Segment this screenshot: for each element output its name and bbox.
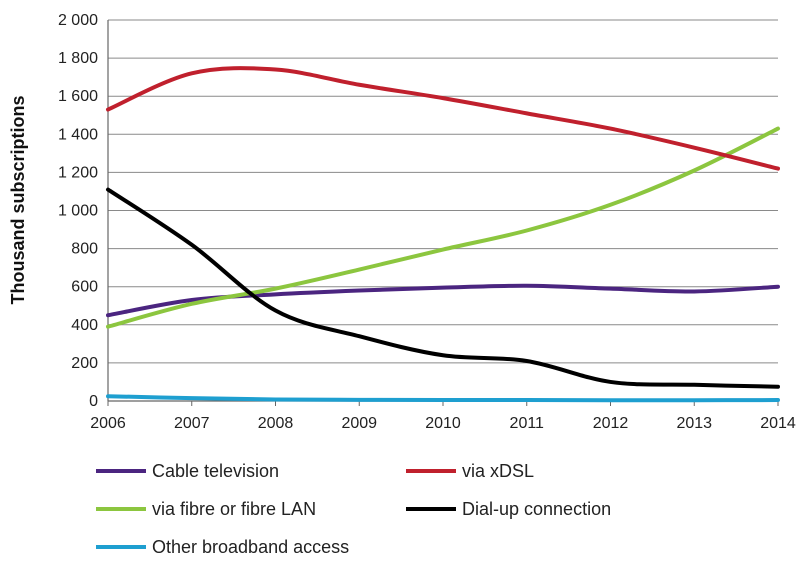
legend-item: Cable television bbox=[96, 461, 406, 482]
legend-item: Dial-up connection bbox=[406, 499, 716, 520]
x-tick-label: 2014 bbox=[760, 415, 796, 432]
legend-swatch bbox=[96, 507, 146, 511]
x-tick-label: 2013 bbox=[676, 415, 712, 432]
legend-label: via xDSL bbox=[462, 460, 535, 481]
line-chart: 0 200 400 600 800 1 000 1 200 1 400 1 600 1 800 2 … bbox=[8, 12, 796, 432]
x-tick-label: 2008 bbox=[258, 415, 294, 432]
y-tick-label: 0 bbox=[89, 393, 98, 410]
series-line-via-fibre-or-fibre-lan bbox=[106, 126, 780, 329]
grid-lines bbox=[108, 19, 778, 364]
y-tick-label: 1 600 bbox=[58, 88, 98, 105]
x-tick-label: 2011 bbox=[510, 415, 545, 432]
y-tick-label: 1 200 bbox=[58, 164, 98, 181]
y-tick-label: 800 bbox=[71, 241, 98, 258]
y-tick-label: 200 bbox=[71, 355, 98, 372]
legend-item: Other broadband access bbox=[96, 537, 406, 558]
legend-row: via fibre or fibre LAN Dial-up connection bbox=[96, 490, 736, 528]
x-tick-label: 2007 bbox=[174, 415, 210, 432]
series-lines bbox=[106, 66, 780, 403]
legend-item: via xDSL bbox=[406, 461, 716, 482]
legend-label: Cable television bbox=[152, 460, 280, 481]
y-tick-label: 600 bbox=[71, 279, 98, 296]
legend-row: Other broadband access bbox=[96, 528, 736, 566]
x-tick-label: 2006 bbox=[90, 415, 126, 432]
y-tick-label: 1 000 bbox=[58, 203, 98, 220]
y-tick-label: 1 400 bbox=[58, 126, 98, 143]
axes bbox=[107, 20, 779, 406]
y-tick-label: 400 bbox=[71, 317, 98, 334]
legend-label: Dial-up connection bbox=[462, 498, 612, 519]
legend-item: via fibre or fibre LAN bbox=[96, 499, 406, 520]
legend-swatch bbox=[96, 545, 146, 549]
y-tick-label: 1 800 bbox=[58, 50, 98, 67]
chart-legend: Cable television via xDSL via fibre or fib… bbox=[96, 452, 736, 566]
y-tick-labels: 0 200 400 600 800 1 000 1 200 1 400 1 600 1 800 2 … bbox=[58, 12, 98, 410]
y-tick-label: 2 000 bbox=[58, 12, 98, 29]
x-tick-labels: 2006 2007 2008 2009 2010 2011 2012 2013 2014 bbox=[90, 415, 796, 432]
y-axis-title: Thousand subscriptions bbox=[8, 95, 28, 304]
legend-swatch bbox=[406, 469, 456, 473]
legend-swatch bbox=[406, 507, 456, 511]
x-tick-label: 2012 bbox=[593, 415, 629, 432]
legend-label: Other broadband access bbox=[152, 536, 350, 557]
x-tick-label: 2009 bbox=[341, 415, 377, 432]
legend-swatch bbox=[96, 469, 146, 473]
x-tick-label: 2010 bbox=[425, 415, 461, 432]
series-line-dial-up-connection bbox=[106, 187, 780, 389]
series-line-other-broadband-access bbox=[106, 394, 780, 403]
legend-label: via fibre or fibre LAN bbox=[152, 498, 317, 519]
series-line-via-xdsl bbox=[106, 66, 780, 171]
legend-row: Cable television via xDSL bbox=[96, 452, 736, 490]
